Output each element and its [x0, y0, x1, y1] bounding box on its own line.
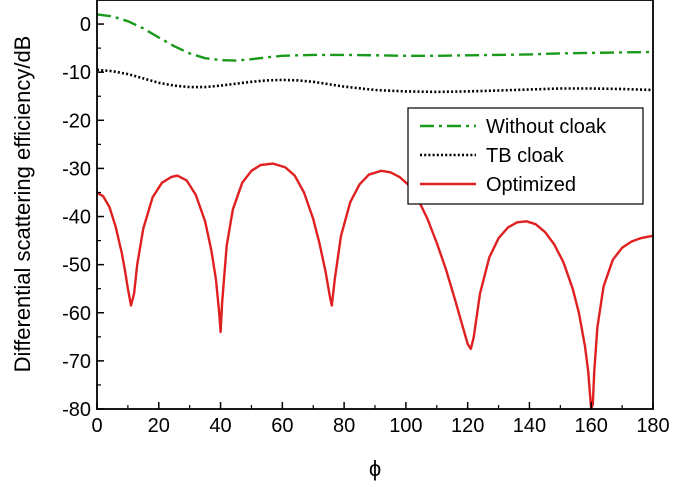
legend-label-2: TB cloak [486, 145, 565, 167]
y-tick-label: -70 [62, 351, 91, 373]
y-tick-label: -10 [62, 62, 91, 84]
series-line-1 [97, 13, 653, 62]
x-tick-label: 140 [513, 415, 546, 437]
legend-label-3: Optimized [486, 174, 576, 196]
y-tick-label: -30 [62, 158, 91, 180]
series-line-3 [97, 162, 653, 409]
y-tick-label: -40 [62, 207, 91, 229]
y-tick-label: -60 [62, 303, 91, 325]
y-tick-label: 0 [80, 14, 91, 36]
y-axis-label: Differential scattering efficiency/dB [10, 36, 35, 373]
x-tick-label: 40 [209, 415, 231, 437]
x-tick-label: 180 [636, 415, 669, 437]
x-tick-label: 60 [271, 415, 293, 437]
x-axis-label: ϕ [369, 456, 381, 481]
x-tick-label: 160 [575, 415, 608, 437]
y-tick-label: -80 [62, 399, 91, 421]
y-tick-label: -20 [62, 110, 91, 132]
legend: Without cloak TB cloak Optimized [407, 107, 644, 205]
x-tick-label: 100 [389, 415, 422, 437]
series-line-2 [97, 68, 653, 94]
x-tick-label: 20 [148, 415, 170, 437]
ticks-layer: 0 20 40 60 80 100 120 140 160 180 0 -10 -20 -30 -40 -50… [62, 14, 670, 437]
x-tick-label: 120 [451, 415, 484, 437]
legend-label-1: Without cloak [486, 116, 607, 138]
x-tick-label: 80 [333, 415, 355, 437]
series-layer [97, 13, 653, 409]
y-tick-label: -50 [62, 255, 91, 277]
x-tick-label: 0 [91, 415, 102, 437]
